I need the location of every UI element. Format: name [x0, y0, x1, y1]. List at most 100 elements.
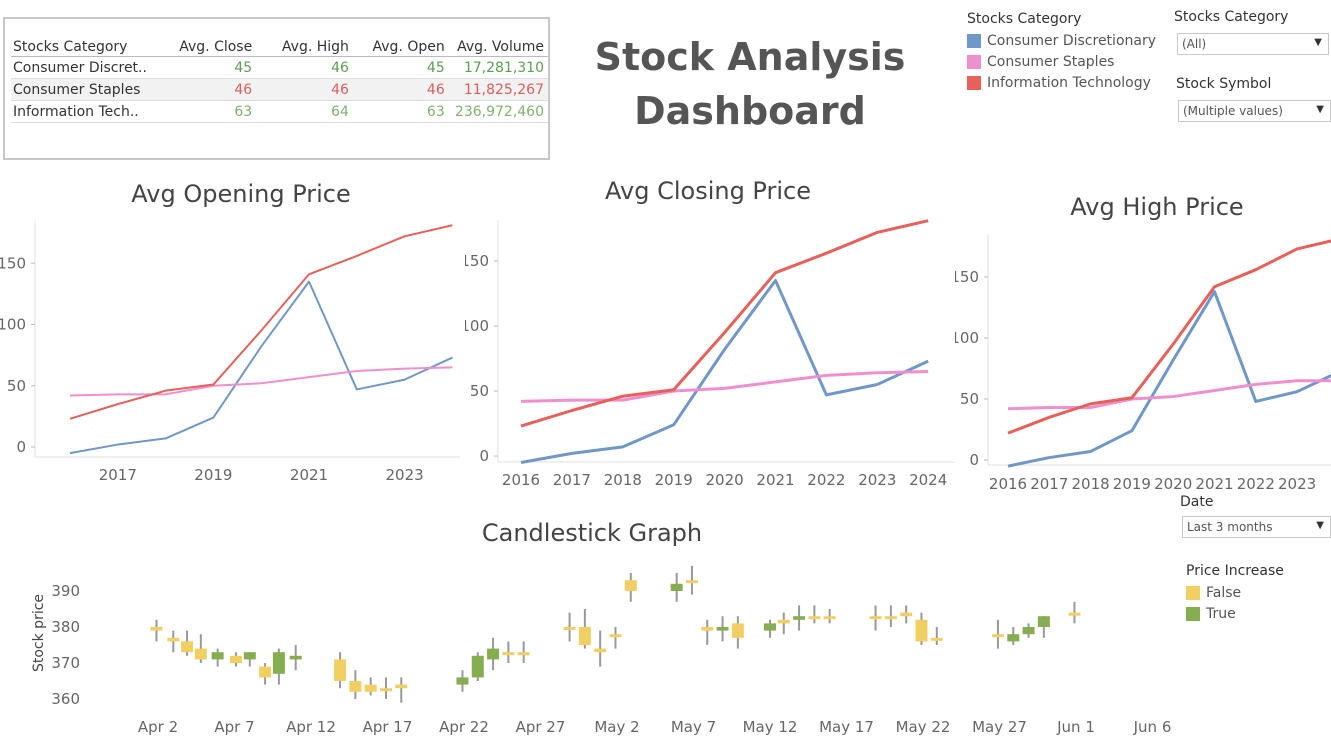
x-tick-label: 2018 [1072, 475, 1110, 493]
candle-body [243, 652, 256, 660]
legend-item-information-technology[interactable]: Information Technology [967, 72, 1156, 93]
candle-body [1007, 634, 1020, 642]
x-tick-label: Apr 2 [138, 718, 178, 736]
category-filter-dropdown[interactable]: (All) ▼ [1177, 33, 1329, 55]
table-row[interactable]: Consumer Staples 46 46 46 11,825,267 [11, 78, 548, 101]
y-axis-title: Stock price [31, 594, 47, 672]
candle-body [670, 583, 683, 591]
header-avg-close[interactable]: Avg. Close [162, 37, 257, 57]
series-line-consumer-staples [1007, 379, 1331, 411]
summary-header-row: Stocks Category Avg. Close Avg. High Avg… [11, 37, 548, 57]
series-line-information-technology [520, 219, 929, 428]
date-filter-value: Last 3 months [1187, 520, 1273, 534]
x-tick-label: 2017 [99, 466, 137, 484]
y-tick-label: 380 [51, 618, 80, 636]
legend-swatch [967, 33, 981, 48]
candle-body [1022, 627, 1035, 635]
candle-body [334, 659, 347, 681]
header-avg-volume[interactable]: Avg. Volume [448, 37, 548, 57]
x-tick-label: Jun 1 [1056, 718, 1095, 736]
legend-swatch [967, 54, 981, 69]
price-legend-title: Price Increase [1186, 563, 1284, 579]
candle-body [471, 655, 484, 678]
series-line-information-technology [69, 224, 453, 420]
x-tick-label: May 22 [896, 718, 951, 736]
x-tick-label: Apr 27 [516, 718, 566, 736]
header-stocks-category[interactable]: Stocks Category [11, 37, 163, 57]
y-tick-label: 50 [7, 377, 26, 395]
candle-body [594, 648, 607, 653]
row-avg-volume: 11,825,267 [448, 78, 548, 101]
symbol-filter-value: (Multiple values) [1183, 104, 1283, 118]
row-avg-high: 46 [256, 78, 353, 101]
candle-body [211, 652, 224, 660]
row-avg-volume: 236,972,460 [448, 100, 548, 123]
header-avg-open[interactable]: Avg. Open [352, 37, 449, 57]
row-avg-open: 45 [352, 56, 449, 79]
y-tick-label: 0 [479, 447, 489, 465]
dashboard-title: Stock Analysis Dashboard [560, 30, 940, 138]
x-tick-label: 2017 [1030, 475, 1068, 493]
candle-body [609, 634, 622, 638]
candle-body [777, 619, 790, 624]
legend-item-true[interactable]: True [1186, 603, 1284, 624]
candle-body [930, 637, 943, 641]
y-tick-label: 150 [465, 252, 489, 270]
legend-item-consumer-staples[interactable]: Consumer Staples [967, 51, 1156, 72]
series-line-consumer-discretionary [69, 280, 453, 455]
row-avg-open: 63 [352, 100, 449, 123]
candle-body [563, 627, 576, 630]
legend-label: False [1206, 584, 1242, 601]
candle-body [364, 684, 377, 692]
x-tick-label: 2020 [1154, 475, 1192, 493]
candle-body [716, 627, 729, 631]
legend-item-consumer-discretionary[interactable]: Consumer Discretionary [967, 30, 1156, 51]
x-tick-label: 2019 [194, 466, 232, 484]
row-avg-high: 64 [256, 100, 353, 123]
series-line-consumer-discretionary [520, 279, 929, 464]
x-tick-label: 2023 [386, 466, 424, 484]
row-avg-close: 63 [162, 100, 257, 123]
legend-item-false[interactable]: False [1186, 582, 1284, 603]
category-filter-label: Stocks Category [1174, 9, 1289, 25]
series-line-consumer-staples [520, 370, 929, 403]
candle-body [731, 623, 744, 638]
candle-body [823, 616, 836, 620]
candle-body [915, 619, 928, 642]
y-tick-label: 50 [470, 382, 489, 400]
row-avg-close: 45 [162, 56, 257, 79]
candle-body [456, 677, 469, 685]
x-tick-label: Apr 22 [439, 718, 489, 736]
chart-title: Candlestick Graph [482, 519, 702, 547]
x-tick-label: 2021 [290, 466, 328, 484]
symbol-filter-dropdown[interactable]: (Multiple values) ▼ [1178, 100, 1331, 122]
x-tick-label: 2020 [706, 471, 744, 489]
dashboard-title-line-1: Stock Analysis [594, 35, 906, 79]
candle-body [624, 580, 637, 591]
x-tick-label: Apr 12 [286, 718, 336, 736]
category-legend-title: Stocks Category [967, 11, 1082, 27]
candle-body [230, 655, 243, 663]
candle-body [502, 652, 515, 656]
x-tick-label: May 12 [743, 718, 798, 736]
candlestick-chart: Candlestick Graph Stock price 360 370 380 390… [31, 519, 1171, 736]
table-row[interactable]: Consumer Discret.. 45 46 45 17,281,310 [11, 56, 548, 79]
date-filter-dropdown[interactable]: Last 3 months ▼ [1182, 516, 1331, 538]
table-row[interactable]: Information Tech.. 63 64 63 236,972,460 [11, 100, 548, 123]
candle-body [685, 580, 698, 584]
candle-body [793, 616, 806, 620]
x-tick-label: 2021 [1195, 475, 1233, 493]
series-line-consumer-staples [69, 366, 453, 397]
candle-body [517, 652, 530, 656]
y-tick-label: 360 [51, 690, 80, 708]
y-tick-label: 0 [16, 438, 26, 456]
series-line-consumer-discretionary [1007, 290, 1331, 468]
header-avg-high[interactable]: Avg. High [256, 37, 353, 57]
y-tick-label: 150 [0, 254, 26, 272]
candle-body [884, 616, 897, 620]
candle-body [395, 684, 408, 689]
date-filter-label: Date [1180, 494, 1214, 510]
candle-body [379, 688, 392, 692]
legend-swatch [967, 75, 981, 90]
legend-label: Consumer Staples [987, 53, 1115, 70]
